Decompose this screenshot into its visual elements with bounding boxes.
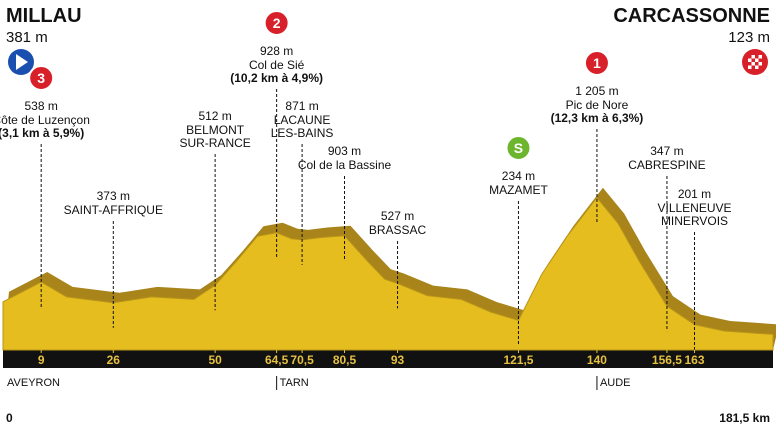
x-tick-label: 50 bbox=[208, 353, 222, 367]
waypoint-elevation: 201 m bbox=[678, 187, 711, 201]
region-name: AUDE bbox=[600, 377, 631, 389]
x-tick-label: 80,5 bbox=[333, 353, 357, 367]
waypoint-name: VILLENEUVE bbox=[657, 201, 731, 215]
waypoint-name: CABRESPINE bbox=[628, 158, 705, 172]
x-tick-label: 140 bbox=[587, 353, 607, 367]
x-tick-label: 64,5 bbox=[265, 353, 289, 367]
badge-label: S bbox=[514, 140, 523, 156]
waypoint-name: MINERVOIS bbox=[661, 214, 728, 228]
category-badge bbox=[263, 10, 290, 36]
finish-elevation: 123 m bbox=[728, 29, 770, 46]
region-name: TARN bbox=[280, 377, 309, 389]
climb-detail: (12,3 km à 6,3%) bbox=[551, 111, 644, 125]
waypoint-name: Col de Sié bbox=[249, 58, 305, 72]
waypoint-name: SUR-RANCE bbox=[179, 136, 250, 150]
finish-flag-check bbox=[748, 55, 762, 69]
x-tick-label: 26 bbox=[107, 353, 121, 367]
badge-label: 1 bbox=[593, 55, 601, 71]
x-tick-label: 121,5 bbox=[503, 353, 533, 367]
distance-bar bbox=[3, 350, 773, 368]
waypoint-elevation: 234 m bbox=[502, 169, 535, 183]
waypoint-elevation: 512 m bbox=[198, 109, 231, 123]
waypoint-name: MAZAMET bbox=[489, 183, 548, 197]
badge-label: 2 bbox=[273, 15, 281, 31]
start-name: MILLAU bbox=[6, 5, 82, 27]
category-badge bbox=[583, 50, 610, 76]
category-badge bbox=[505, 135, 532, 161]
waypoint-name: Côte de Luzençon bbox=[0, 113, 90, 127]
region-name: AVEYRON bbox=[7, 377, 60, 389]
waypoint-elevation: 871 m bbox=[285, 99, 318, 113]
waypoint-name: BRASSAC bbox=[369, 223, 427, 237]
waypoint-elevation: 538 m bbox=[25, 99, 58, 113]
finish-flag bbox=[748, 55, 762, 69]
waypoint-elevation: 928 m bbox=[260, 44, 293, 58]
finish-name: CARCASSONNE bbox=[613, 5, 770, 27]
distance-end: 181,5 km bbox=[719, 411, 770, 425]
x-tick-label: 163 bbox=[684, 353, 704, 367]
start-elevation: 381 m bbox=[6, 29, 48, 46]
waypoint-name: LES-BAINS bbox=[271, 126, 334, 140]
waypoint-name: LACAUNE bbox=[274, 113, 331, 127]
waypoint-elevation: 527 m bbox=[381, 209, 414, 223]
start-arrow bbox=[16, 54, 28, 70]
waypoint-name: Col de la Bassine bbox=[298, 158, 392, 172]
distance-start: 0 bbox=[6, 411, 13, 425]
waypoint-elevation: 347 m bbox=[650, 144, 683, 158]
x-tick-label: 9 bbox=[38, 353, 45, 367]
x-tick-label: 70,5 bbox=[290, 353, 314, 367]
waypoint-elevation: 1 205 m bbox=[575, 84, 618, 98]
category-badge bbox=[28, 65, 55, 91]
x-tick-label: 93 bbox=[391, 353, 405, 367]
x-tick-label: 156,5 bbox=[652, 353, 682, 367]
climb-detail: (3,1 km à 5,9%) bbox=[0, 126, 84, 140]
waypoint-elevation: 903 m bbox=[328, 144, 361, 158]
climb-detail: (10,2 km à 4,9%) bbox=[230, 71, 323, 85]
waypoint-name: SAINT-AFFRIQUE bbox=[64, 203, 163, 217]
waypoint-elevation: 373 m bbox=[97, 189, 130, 203]
waypoint-name: Pic de Nore bbox=[566, 98, 629, 112]
badge-label: 3 bbox=[37, 70, 45, 86]
waypoint-name: BELMONT bbox=[186, 123, 245, 137]
